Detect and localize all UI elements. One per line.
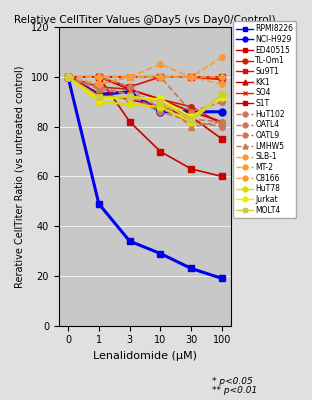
Text: * p<0.05: * p<0.05: [212, 377, 253, 386]
Y-axis label: Rerative CellTiter Ratio (vs untreated control): Rerative CellTiter Ratio (vs untreated c…: [15, 65, 25, 288]
Text: ** p<0.01: ** p<0.01: [212, 386, 257, 395]
Title: Relative CellTiter Values @Day5 (vs Day0/Control): Relative CellTiter Values @Day5 (vs Day0…: [14, 15, 276, 25]
X-axis label: Lenalidomide (μM): Lenalidomide (μM): [93, 351, 197, 361]
Legend: RPMI8226, NCI-H929, ED40515, TL-Om1, Su9T1, KK1, SO4, S1T, HuT102, OATL4, OATL9,: RPMI8226, NCI-H929, ED40515, TL-Om1, Su9…: [233, 21, 296, 218]
